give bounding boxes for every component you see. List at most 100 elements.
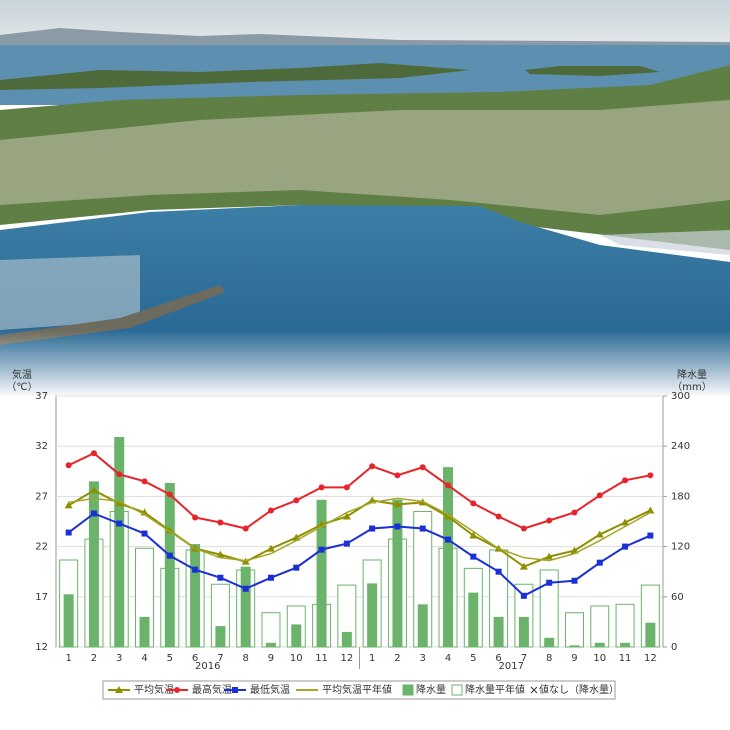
x-tick-label: 5 [167, 653, 173, 664]
bar [190, 544, 201, 647]
chart: 気温 （℃） 降水量 （mm） 121722273237060120180240… [6, 368, 712, 700]
bar [493, 616, 504, 647]
marker [267, 574, 274, 581]
x-tick-label: 9 [571, 653, 577, 664]
marker [116, 471, 123, 478]
bar [569, 645, 580, 647]
bar [265, 642, 276, 647]
legend-marker [115, 686, 123, 693]
bar [468, 592, 479, 647]
y-tick-label: 22 [35, 542, 48, 553]
legend-label: 最高気温 [192, 683, 232, 696]
marker [545, 552, 554, 560]
y2-tick-label: 0 [671, 642, 677, 653]
marker [166, 552, 173, 559]
marker [116, 520, 123, 527]
marker [141, 530, 148, 537]
y-tick-label: 27 [35, 491, 48, 502]
marker [470, 553, 477, 560]
bar [620, 642, 631, 647]
marker [89, 486, 98, 494]
marker [192, 514, 199, 521]
y2-tick-label: 120 [671, 542, 690, 553]
marker [293, 564, 300, 571]
marker [90, 450, 97, 457]
x-tick-label: 10 [593, 653, 606, 664]
y-tick-label: 12 [35, 642, 48, 653]
marker [546, 579, 553, 586]
bar [240, 566, 251, 647]
y-tick-label: 32 [35, 441, 48, 452]
y2-tick-label: 300 [671, 391, 690, 402]
line [68, 489, 651, 568]
bar [367, 583, 378, 647]
bar [392, 499, 403, 647]
marker [318, 484, 325, 491]
marker [546, 517, 553, 524]
marker [242, 585, 249, 592]
marker [266, 544, 275, 552]
year-label: 2016 [195, 661, 220, 672]
legend-marker [232, 687, 238, 693]
x-tick-label: 4 [141, 653, 147, 664]
marker [419, 525, 426, 532]
marker [571, 577, 578, 584]
marker [646, 506, 655, 514]
legend-label: 最低気温 [250, 683, 290, 696]
x-tick-label: 4 [445, 653, 451, 664]
marker [65, 529, 72, 536]
marker [444, 512, 453, 520]
x-tick-label: 8 [546, 653, 552, 664]
marker [571, 509, 578, 516]
marker [495, 513, 502, 520]
marker [369, 525, 376, 532]
marker [595, 530, 604, 538]
marker [622, 477, 629, 484]
y2-tick-label: 240 [671, 441, 690, 452]
marker [115, 499, 124, 507]
bar [291, 624, 302, 647]
marker [622, 543, 629, 550]
bar [88, 481, 99, 647]
marker [343, 540, 350, 547]
marker [647, 532, 654, 539]
marker [394, 472, 401, 479]
x-tick-label: 7 [217, 653, 223, 664]
marker [217, 574, 224, 581]
marker [342, 512, 351, 520]
bar [341, 631, 352, 647]
normal-bar [615, 603, 635, 648]
normal-bar [261, 612, 281, 648]
bar [443, 467, 454, 647]
x-tick-label: 3 [420, 653, 426, 664]
line [68, 497, 651, 562]
marker [64, 501, 73, 509]
x-tick-label: 12 [340, 653, 353, 664]
legend [102, 680, 616, 700]
y-tick-label: 17 [35, 592, 48, 603]
marker [470, 500, 477, 507]
line [68, 512, 651, 598]
x-tick-label: 8 [243, 653, 249, 664]
bar [645, 622, 656, 647]
marker [369, 463, 376, 470]
y2-tick-label: 60 [671, 592, 684, 603]
marker [495, 568, 502, 575]
y-tick-label: 37 [35, 391, 48, 402]
bar [114, 436, 125, 647]
x-tick-label: 1 [369, 653, 375, 664]
marker [394, 523, 401, 530]
legend-swatch [530, 686, 538, 694]
legend-swatch [402, 684, 414, 696]
x-tick-label: 2 [394, 653, 400, 664]
legend-label: 平均気温平年値 [322, 683, 392, 696]
x-tick-label: 3 [116, 653, 122, 664]
normal-bar [564, 612, 584, 648]
bar [139, 616, 150, 647]
y-axis-label: （℃） [6, 381, 37, 393]
marker [419, 464, 426, 471]
marker [166, 491, 173, 498]
x-tick-label: 5 [470, 653, 476, 664]
x-tick-label: 12 [644, 653, 657, 664]
